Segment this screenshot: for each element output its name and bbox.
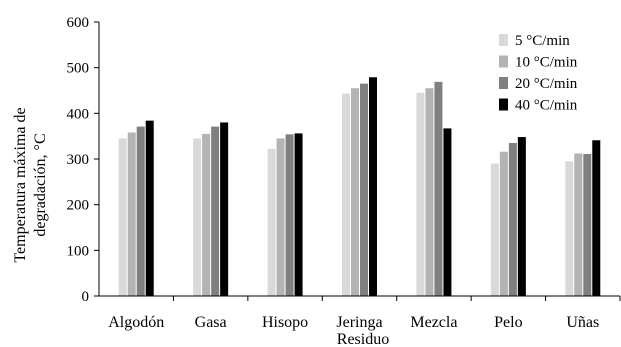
bar (220, 122, 229, 296)
bar (193, 138, 202, 296)
y-axis-label: Temperatura máxima de degradación, °C (12, 107, 49, 262)
bar (342, 93, 350, 297)
bar (145, 120, 154, 296)
category-labels: Algodón Gasa Hisopo Jeringa Mezcla Pelo Uñas (108, 296, 621, 331)
bar (499, 151, 508, 296)
category-label: Uñas (566, 314, 599, 331)
legend-label: 10 °C/min (515, 55, 578, 71)
bar (425, 88, 434, 296)
y-tick-label: 300 (67, 152, 90, 168)
legend-swatch (499, 98, 508, 111)
category-label: Mezcla (410, 314, 457, 331)
bar (211, 126, 220, 297)
bar (285, 134, 294, 296)
bar (490, 163, 499, 296)
y-tick-label: 600 (67, 15, 90, 31)
y-tick-label: 200 (67, 198, 90, 214)
bar (517, 137, 526, 296)
bar (443, 128, 452, 296)
bar (592, 140, 601, 296)
bar (565, 161, 574, 296)
y-tick-label: 400 (67, 106, 90, 122)
bar (574, 153, 583, 296)
bar (360, 83, 368, 297)
bar (369, 77, 377, 296)
legend-swatch (499, 34, 508, 46)
bars (118, 77, 601, 297)
x-axis-label: Residuo (337, 331, 389, 347)
y-tick-label: 0 (82, 289, 90, 305)
legend-label: 20 °C/min (515, 76, 578, 92)
bar (416, 92, 425, 297)
bar (127, 132, 136, 296)
y-tick-label: 100 (67, 243, 90, 259)
legend-label: 5 °C/min (515, 33, 570, 49)
legend-swatch (499, 77, 508, 89)
category-label: Algodón (108, 314, 164, 331)
category-label: Pelo (494, 314, 522, 331)
legend-label: 40 °C/min (515, 98, 578, 114)
category-label: Hisopo (262, 314, 308, 331)
bar (294, 133, 303, 296)
legend: 5 °C/min 10 °C/min 20 °C/min 40 °C/min (499, 33, 578, 114)
bar (434, 81, 443, 296)
bar (351, 88, 359, 296)
category-label: Jeringa (336, 314, 382, 331)
bar (276, 138, 285, 296)
bar (202, 133, 211, 296)
bar (583, 153, 592, 296)
legend-swatch (499, 55, 508, 68)
bar (267, 148, 276, 296)
bar (118, 138, 127, 296)
category-label: Gasa (195, 314, 227, 331)
y-axis-ticks: 0 100 200 300 400 500 600 (67, 15, 99, 305)
y-tick-label: 500 (67, 61, 90, 77)
bar (508, 143, 517, 296)
y-axis-label-line-2: degradación, °C (32, 133, 49, 236)
y-axis-label-line-1: Temperatura máxima de (12, 107, 29, 262)
bar (136, 126, 145, 297)
